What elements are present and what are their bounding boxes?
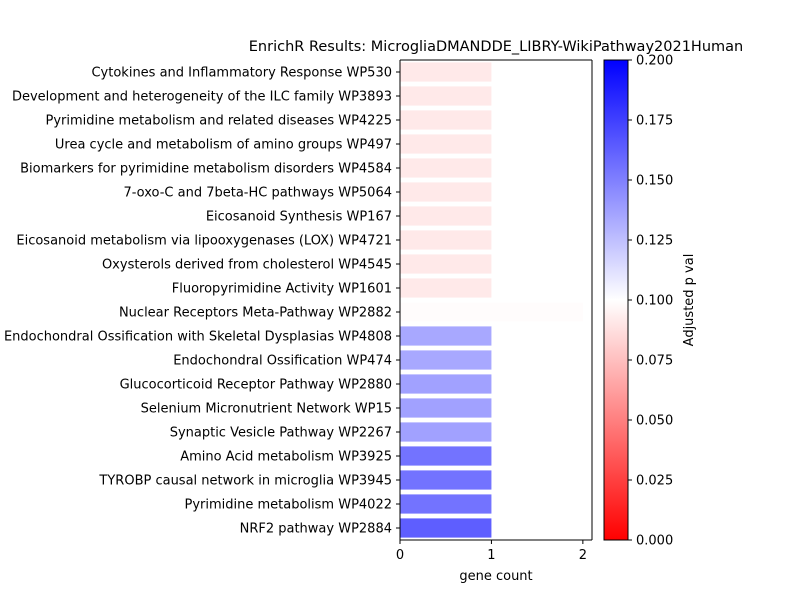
y-tick-label: Oxysterols derived from cholesterol WP45… [102, 258, 392, 273]
y-tick-label: Nuclear Receptors Meta-Pathway WP2882 [119, 306, 392, 321]
colorbar-tick-label: 0.100 [636, 294, 673, 309]
bar [400, 158, 492, 178]
y-tick-label: Selenium Micronutrient Network WP15 [141, 402, 392, 417]
bar [400, 518, 492, 538]
y-tick-label: 7-oxo-C and 7beta-HC pathways WP5064 [123, 186, 392, 201]
bar [400, 62, 492, 82]
x-tick-label: 0 [396, 548, 404, 563]
x-tick-label: 1 [487, 548, 495, 563]
bar [400, 302, 583, 322]
y-tick-label: Endochondral Ossification WP474 [173, 354, 392, 369]
y-tick-label: NRF2 pathway WP2884 [240, 522, 392, 537]
bar [400, 494, 492, 514]
bar [400, 278, 492, 298]
bar [400, 182, 492, 202]
colorbar [603, 59, 629, 541]
colorbar-tick-label: 0.000 [636, 534, 673, 549]
colorbar-tick-label: 0.150 [636, 174, 673, 189]
colorbar-label: Adjusted p val [682, 254, 697, 347]
x-axis-label: gene count [459, 569, 532, 584]
bar [400, 230, 492, 250]
y-tick-label: Eicosanoid Synthesis WP167 [206, 210, 392, 225]
bar [400, 134, 492, 154]
bar [400, 254, 492, 274]
y-tick-label: TYROBP causal network in microglia WP394… [98, 474, 392, 489]
colorbar-tick-label: 0.075 [636, 354, 673, 369]
chart-title: EnrichR Results: MicrogliaDMANDDE_LIBRY-… [249, 39, 743, 55]
y-tick-label: Pyrimidine metabolism and related diseas… [46, 114, 392, 129]
x-tick-label: 2 [579, 548, 587, 563]
y-tick-label: Pyrimidine metabolism WP4022 [185, 498, 393, 513]
bar [400, 206, 492, 226]
bar [400, 446, 492, 466]
bar [400, 422, 492, 442]
bar [400, 350, 492, 370]
y-tick-label: Cytokines and Inflammatory Response WP53… [91, 66, 392, 81]
y-tick-label: Development and heterogeneity of the ILC… [12, 90, 392, 105]
colorbar-tick-label: 0.175 [636, 114, 673, 129]
bar [400, 326, 492, 346]
bar [400, 86, 492, 106]
bar [400, 470, 492, 490]
y-tick-label: Synaptic Vesicle Pathway WP2267 [170, 426, 392, 441]
y-tick-label: Fluoropyrimidine Activity WP1601 [172, 282, 392, 297]
y-tick-label: Glucocorticoid Receptor Pathway WP2880 [120, 378, 392, 393]
colorbar-tick-label: 0.125 [636, 234, 673, 249]
y-tick-label: Biomarkers for pyrimidine metabolism dis… [20, 162, 392, 177]
colorbar-tick-label: 0.200 [636, 54, 673, 69]
colorbar-tick-label: 0.025 [636, 474, 673, 489]
bar [400, 398, 492, 418]
y-tick-label: Endochondral Ossification with Skeletal … [4, 330, 392, 345]
y-tick-label: Amino Acid metabolism WP3925 [180, 450, 392, 465]
y-tick-label: Eicosanoid metabolism via lipooxygenases… [16, 234, 392, 249]
colorbar-tick-label: 0.050 [636, 414, 673, 429]
bar [400, 110, 492, 130]
bar [400, 374, 492, 394]
y-tick-label: Urea cycle and metabolism of amino group… [55, 138, 392, 153]
